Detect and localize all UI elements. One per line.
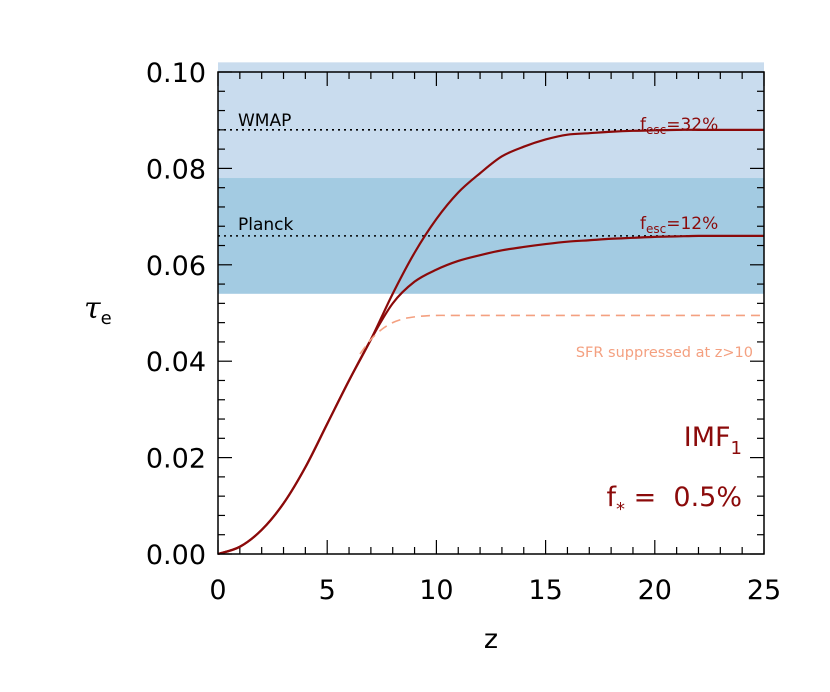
y-tick-label: 0.10	[146, 58, 206, 89]
y-axis-label: τe	[84, 291, 112, 329]
band-label-planck: Planck	[238, 215, 294, 235]
x-tick-label: 25	[747, 575, 781, 606]
band-label-wmap: WMAP	[238, 111, 291, 131]
observational-bands	[218, 62, 764, 294]
y-tick-label: 0.08	[146, 154, 206, 185]
x-axis-label: z	[484, 624, 498, 655]
data-series	[217, 128, 764, 556]
annotation-imf: IMF1	[684, 422, 742, 459]
x-tick-label: 5	[319, 575, 336, 606]
y-tick-label: 0.06	[146, 251, 206, 282]
y-tick-label: 0.00	[146, 540, 206, 571]
x-tick-label: 10	[419, 575, 453, 606]
series-line-fesc-12	[217, 234, 764, 556]
series-label-fesc-32: fesc=32%	[640, 115, 718, 137]
x-tick-label: 15	[528, 575, 562, 606]
series-label-sfr-suppressed: SFR suppressed at z>10	[576, 345, 753, 361]
annotation-fstar: f* = 0.5%	[607, 482, 742, 520]
series-line-sfr-suppressed	[359, 314, 764, 355]
series-label-fesc-12: fesc=12%	[640, 214, 718, 236]
y-tick-label: 0.04	[146, 347, 206, 378]
x-tick-label: 0	[209, 575, 226, 606]
x-tick-label: 20	[638, 575, 672, 606]
plot-frame	[217, 71, 765, 555]
tick-labels: 0 5 10 15 20 25 0.00 0.02 0.04 0.06 0.08 0.10	[146, 58, 781, 606]
y-tick-label: 0.02	[146, 444, 206, 475]
